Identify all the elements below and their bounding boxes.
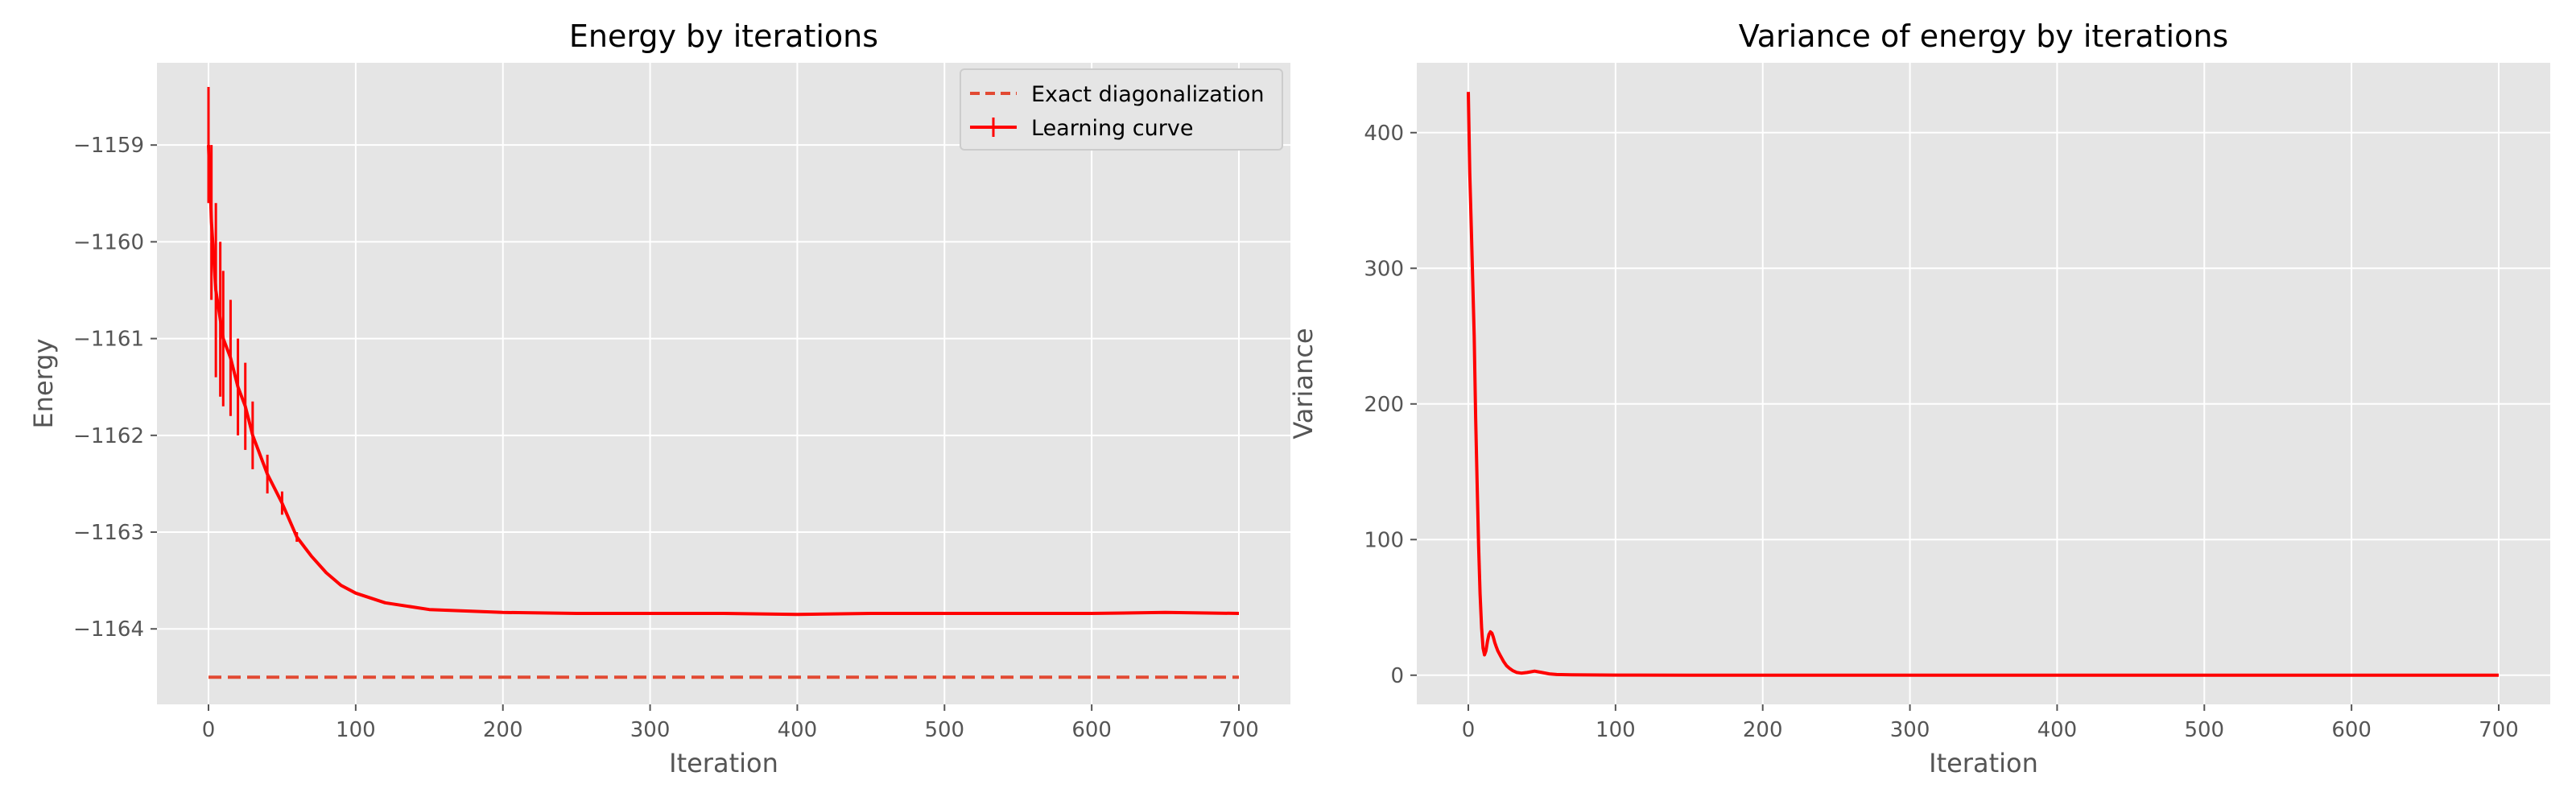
energy-y-axis-label: Energy bbox=[28, 338, 59, 428]
energy-series bbox=[207, 87, 1240, 679]
variance-y-tick-label: 300 bbox=[1364, 257, 1404, 281]
energy-y-ticks: −1164 −1163 −1162 −1161 −1160 −1159 bbox=[73, 134, 157, 642]
variance-y-tick-label: 100 bbox=[1364, 528, 1404, 552]
variance-plot-area bbox=[1417, 63, 2550, 704]
energy-plot-area bbox=[157, 63, 1290, 704]
energy-x-tick-label: 700 bbox=[1219, 718, 1259, 742]
energy-x-tick-label: 400 bbox=[778, 718, 818, 742]
variance-y-axis-label: Variance bbox=[1288, 328, 1319, 439]
energy-legend: Exact diagonalization Learning curve bbox=[960, 68, 1283, 151]
variance-chart: 0 100 200 300 400 500 600 700 0 100 200 300 400 Var… bbox=[1288, 19, 2550, 778]
legend-label-learning-curve: Learning curve bbox=[1031, 116, 1193, 141]
energy-x-tick-label: 600 bbox=[1071, 718, 1112, 742]
energy-chart-title: Energy by iterations bbox=[569, 19, 878, 54]
energy-y-tick-label: −1162 bbox=[73, 424, 144, 448]
variance-x-tick-label: 100 bbox=[1596, 718, 1636, 742]
legend-label-exact-diagonalization: Exact diagonalization bbox=[1031, 82, 1265, 107]
energy-chart: 0 100 200 300 400 500 600 700 −1164−1163−1162−1… bbox=[28, 19, 1290, 778]
series-line-variance bbox=[1467, 92, 2499, 677]
variance-x-tick-label: 300 bbox=[1890, 718, 1930, 742]
energy-x-ticks: 0 100 200 300 400 500 600 700 bbox=[202, 704, 1259, 742]
energy-y-tick-label: −1160 bbox=[73, 230, 144, 254]
variance-chart-title: Variance of energy by iterations bbox=[1739, 19, 2228, 54]
variance-y-tick-label: 0 bbox=[1390, 664, 1404, 688]
energy-x-tick-label: 200 bbox=[483, 718, 523, 742]
energy-y-tick-label: −1161 bbox=[73, 328, 144, 352]
variance-x-tick-label: 500 bbox=[2184, 718, 2224, 742]
variance-y-tick-label: 200 bbox=[1364, 393, 1404, 417]
variance-y-tick-label: 400 bbox=[1364, 122, 1404, 146]
variance-x-ticks: 0 100 200 300 400 500 600 700 bbox=[1462, 704, 2519, 742]
legend-frame bbox=[960, 68, 1283, 151]
energy-x-tick-label: 300 bbox=[630, 718, 671, 742]
energy-x-tick-label: 500 bbox=[924, 718, 964, 742]
energy-y-tick-label: −1164 bbox=[73, 617, 144, 642]
energy-x-tick-label: 0 bbox=[202, 718, 216, 742]
variance-x-tick-label: 700 bbox=[2479, 718, 2519, 742]
variance-x-tick-label: 600 bbox=[2331, 718, 2372, 742]
energy-x-tick-label: 100 bbox=[336, 718, 376, 742]
variance-x-tick-label: 400 bbox=[2037, 718, 2078, 742]
series-line-learning-curve bbox=[207, 145, 1240, 617]
variance-x-tick-label: 200 bbox=[1743, 718, 1783, 742]
variance-x-tick-label: 0 bbox=[1462, 718, 1476, 742]
energy-y-tick-label: −1163 bbox=[73, 521, 144, 545]
energy-x-axis-label: Iteration bbox=[669, 748, 778, 778]
variance-x-axis-label: Iteration bbox=[1929, 748, 2038, 778]
variance-y-ticks: 0 100 200 300 400 bbox=[1364, 122, 1417, 688]
energy-y-tick-label: −1159 bbox=[73, 134, 144, 158]
variance-series bbox=[1467, 92, 2499, 677]
